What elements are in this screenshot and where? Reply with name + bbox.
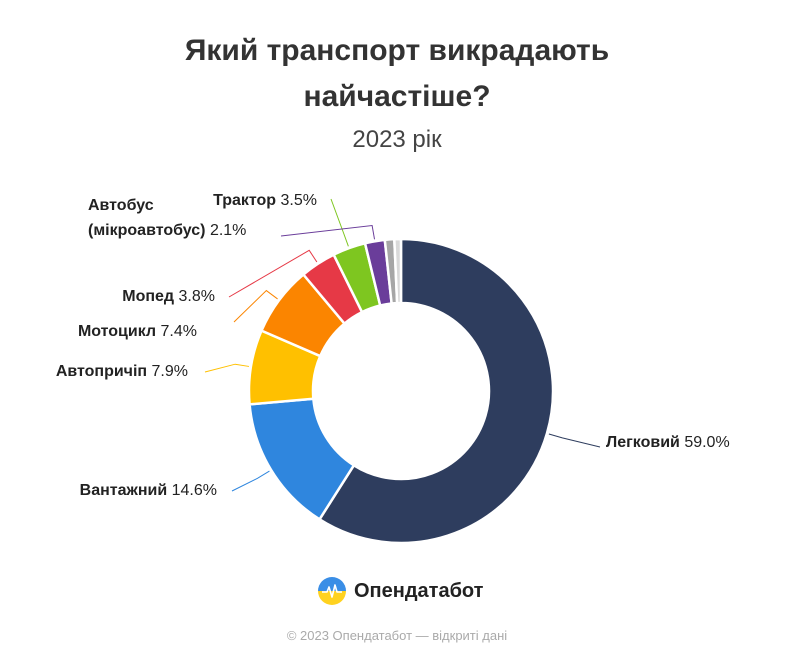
footer-copyright: © 2023 Опендатабот — відкриті дані (286, 628, 508, 643)
chart-subtitle: 2023 рік (352, 126, 442, 153)
leader-line (228, 249, 318, 298)
leader-lines (204, 198, 601, 492)
slice-label: Мотоцикл 7.4% (78, 323, 197, 340)
slice-label: Трактор 3.5% (213, 192, 317, 209)
leader-line (548, 433, 601, 448)
brand-logo: Опендатабот (318, 576, 483, 606)
chart-title: Який транспорт викрадають найчастіше? (0, 28, 794, 120)
chart-title-line2: найчастіше? (303, 80, 491, 113)
slice-label: (мікроавтобус) 2.1% (88, 222, 246, 239)
brand-name: Опендатабот (354, 579, 484, 602)
slice-label: Вантажний 14.6% (80, 482, 217, 499)
slice-label: Автобус (88, 197, 154, 214)
leader-line (330, 198, 349, 247)
slice-labels: Легковий 59.0% Вантажний 14.6% Автопричіп … (56, 192, 730, 499)
opendatabot-logo-icon (318, 577, 346, 605)
donut-slice (318, 237, 555, 545)
slice-label: Автопричіп 7.9% (56, 363, 188, 380)
slice-label: Легковий 59.0% (606, 434, 730, 451)
leader-line (280, 224, 376, 240)
leader-line (231, 470, 270, 492)
leader-line (233, 289, 278, 323)
chart-title-line1: Який транспорт викрадають (184, 34, 610, 67)
donut-slices (247, 237, 555, 545)
slice-label: Мопед 3.8% (122, 288, 215, 305)
donut-slice (393, 237, 403, 305)
leader-line (204, 363, 250, 373)
